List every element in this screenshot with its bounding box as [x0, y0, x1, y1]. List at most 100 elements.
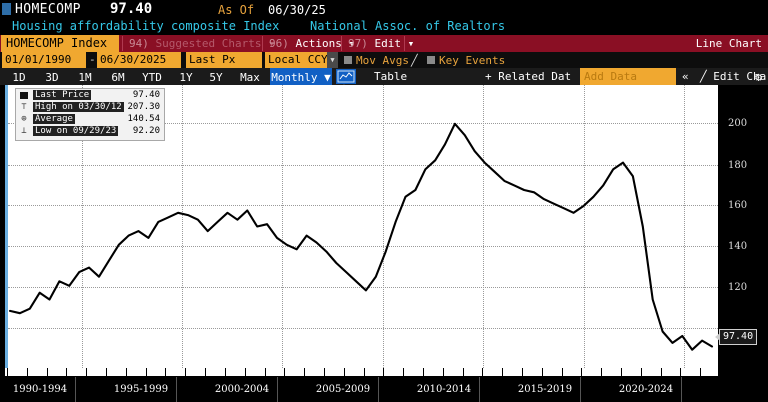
last-price-marker: 97.40 — [714, 329, 758, 345]
x-tick — [224, 368, 226, 376]
end-date-input[interactable]: 06/30/2025 — [97, 52, 181, 80]
gridline-2020 — [584, 85, 585, 368]
x-label-2015-2019: 2015-2019 — [517, 384, 573, 395]
gridline-160 — [8, 205, 718, 206]
mov-avgs-label[interactable]: Mov Avgs — [356, 54, 409, 67]
y-axis: 200 180 160 140 120 97.40 — [714, 85, 768, 368]
x-label-2010-2014: 2010-2014 — [416, 384, 472, 395]
x-label-2005-2009: 2005-2009 — [315, 384, 371, 395]
x-tick — [343, 368, 345, 376]
menu-label-actions: Actions — [295, 37, 342, 50]
x-tick — [46, 368, 48, 376]
x-tick — [581, 368, 583, 376]
x-tick — [541, 368, 543, 376]
menu-divider — [341, 36, 342, 51]
x-tick — [442, 368, 444, 376]
legend-row-average: ⊕ Average 140.54 — [16, 114, 164, 125]
menu-item-actions[interactable]: 96) Actions ▾ — [264, 35, 361, 52]
line-chart-icon[interactable] — [336, 69, 356, 84]
x-axis-tick-strip — [5, 368, 718, 376]
legend-value: 207.30 — [127, 102, 160, 112]
x-tick — [284, 368, 286, 376]
security-field[interactable]: HOMECOMP Index — [1, 35, 119, 52]
x-tick — [125, 368, 127, 376]
end-date-value: 06/30/2025 — [100, 53, 167, 66]
key-events-checkbox[interactable] — [427, 56, 435, 64]
key-events-label[interactable]: Key Events — [439, 54, 506, 67]
mov-avgs-checkbox[interactable] — [344, 56, 352, 64]
period-1d[interactable]: 1D — [12, 71, 26, 84]
security-last-value: 97.40 — [110, 1, 153, 17]
gridline-2025 — [684, 85, 685, 368]
x-tick — [106, 368, 107, 376]
high-marker-icon: ⊤ — [21, 102, 27, 112]
legend-value: 140.54 — [127, 114, 160, 124]
x-tick — [660, 368, 662, 376]
price-type-select[interactable]: Last Px — [186, 52, 262, 68]
x-tick — [205, 368, 207, 376]
security-ticker: HOMECOMP — [15, 2, 81, 17]
period-max[interactable]: Max — [240, 71, 260, 84]
legend-label: Last Price — [33, 90, 92, 100]
x-tick — [145, 368, 147, 376]
data-source: National Assoc. of Realtors — [310, 19, 506, 33]
x-tick — [640, 368, 642, 376]
x-tick — [621, 368, 622, 376]
menu-label-suggested-charts: Suggested Charts — [155, 37, 262, 50]
start-date-input[interactable]: 01/01/1990 — [2, 52, 86, 80]
gridline-180 — [8, 165, 718, 166]
y-tick-160: 160 — [728, 200, 748, 211]
y-tick-200: 200 — [728, 118, 748, 129]
chart-plot-area[interactable]: Last Price 97.40 ⊤ High on 03/30/12 207.… — [5, 85, 718, 368]
legend-label: Average — [33, 114, 75, 124]
x-label-2000-2004: 2000-2004 — [214, 384, 270, 395]
menu-num-97: 97) — [348, 37, 368, 50]
x-label-1995-1999: 1995-1999 — [113, 384, 169, 395]
currency-dropdown-arrow[interactable]: ▼ — [327, 52, 338, 68]
x-label-2020-2024: 2020-2024 — [618, 384, 674, 395]
period-ytd[interactable]: YTD — [142, 71, 162, 84]
x-tick — [363, 368, 365, 376]
menu-item-edit[interactable]: 97) Edit ▾ — [343, 35, 420, 52]
collapse-icon[interactable]: « — [682, 70, 689, 83]
legend-label: Low on 09/29/23 — [33, 126, 119, 136]
frequency-select[interactable]: Monthly ▼ — [270, 68, 332, 85]
low-marker-icon: ⊥ — [21, 126, 27, 136]
menu-divider — [262, 36, 263, 51]
chart-legend[interactable]: Last Price 97.40 ⊤ High on 03/30/12 207.… — [15, 88, 165, 141]
legend-value: 92.20 — [132, 126, 160, 136]
chart-type-label: Line Chart — [695, 37, 762, 50]
x-tick — [383, 368, 385, 376]
period-1m[interactable]: 1M — [78, 71, 92, 84]
period-5y[interactable]: 5Y — [209, 71, 223, 84]
frequency-value: Monthly — [271, 71, 318, 84]
x-tick — [66, 368, 68, 376]
date-range-separator: - — [89, 53, 96, 66]
window-indicator-icon — [2, 3, 11, 15]
x-tick — [304, 368, 306, 376]
pencil-icon[interactable]: ╱ — [411, 54, 418, 67]
period-3d[interactable]: 3D — [45, 71, 59, 84]
security-description: Housing affordability composite Index — [12, 19, 280, 33]
y-tick-140: 140 — [728, 241, 748, 252]
x-label-1990-1994: 1990-1994 — [12, 384, 68, 395]
chevron-down-icon: ▼ — [317, 71, 331, 84]
edit-chart-button[interactable]: ╱ Edit Chart — [700, 70, 768, 83]
x-axis: 1990-1994 1995-1999 2000-2004 2005-2009 … — [0, 368, 768, 402]
table-tab[interactable]: Table — [374, 70, 408, 83]
menu-item-suggested-charts[interactable]: 94) Suggested Charts ▾ — [124, 35, 281, 52]
x-divider — [378, 377, 379, 402]
series-color-swatch — [20, 92, 28, 99]
add-data-input[interactable]: Add Data — [580, 68, 676, 85]
pencil-icon: ╱ — [700, 70, 707, 83]
currency-select[interactable]: Local CCY — [265, 52, 328, 68]
x-divider — [681, 377, 682, 402]
period-1y[interactable]: 1Y — [179, 71, 193, 84]
related-data-button[interactable]: + Related Dat — [485, 70, 572, 83]
gear-icon[interactable]: ⚙ — [755, 70, 763, 84]
chevron-down-icon: ▾ — [348, 37, 356, 50]
y-tick-120: 120 — [728, 282, 748, 293]
average-marker-icon: ⊕ — [21, 114, 27, 124]
x-tick — [462, 368, 464, 376]
period-6m[interactable]: 6M — [111, 71, 125, 84]
